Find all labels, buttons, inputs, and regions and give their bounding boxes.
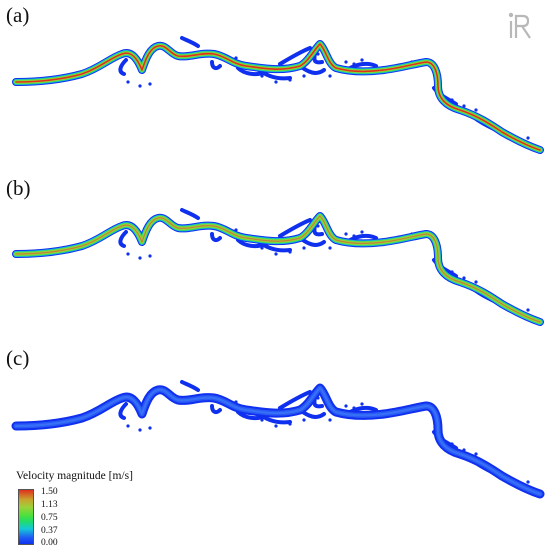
river-panel-a [12,36,544,154]
floodplain-cell [148,426,152,430]
floodplain-cell [344,232,348,236]
floodplain-cell [288,422,292,426]
floodplain-cell [526,480,530,484]
floodplain-cell [344,404,348,408]
floodplain-cell [450,98,454,102]
floodplain-cell [274,252,278,256]
floodplain-cell [450,270,454,274]
legend-tick-4: 0.37 [41,526,58,536]
floodplain-cell [474,452,478,456]
floodplain-cell [260,418,264,422]
panel-b-label: (b) [6,176,31,200]
river-side-channel [278,218,312,238]
floodplain-cell [138,428,142,432]
legend-tick-2: 1.13 [41,500,58,510]
river-side-channel [278,390,312,410]
floodplain-cell [260,74,264,78]
floodplain-cell [474,108,478,112]
floodplain-cell [274,80,278,84]
river-flow-orange [15,215,541,323]
river-side-channel [210,60,222,71]
floodplain-cell [352,406,356,410]
river-side-channel [180,36,200,48]
river-flow-yellowgreen [14,214,542,324]
floodplain-cell [344,60,348,64]
floodplain-cell [526,136,530,140]
velocity-legend: Velocity magnitude [m/s] 1.50 1.13 0.75 … [16,470,176,548]
floodplain-cell [138,256,142,260]
iric-logo-icon [508,12,531,39]
floodplain-cell [352,62,356,66]
floodplain-cell [360,58,364,62]
river-flow-light-blue [15,387,541,495]
river-flow-cyan [13,213,543,325]
floodplain-cell [302,246,306,250]
panel-c-label: (c) [6,346,30,370]
floodplain-cell [126,252,130,256]
river-flow-yellowgreen [14,42,542,152]
legend-tick-3: 0.75 [41,513,58,523]
floodplain-cell [360,402,364,406]
floodplain-cell [138,84,142,88]
floodplain-cell [328,418,332,422]
river-flow-red [15,43,541,151]
floodplain-cell [462,276,466,280]
floodplain-cell [352,234,356,238]
floodplain-cell [126,80,130,84]
floodplain-cell [260,246,264,250]
river-side-channel [180,208,200,220]
floodplain-cell [360,230,364,234]
panel-a-label: (a) [6,3,30,27]
river-side-channel [118,230,128,248]
river-panel-b [12,208,544,326]
river-flow-cyan [13,41,543,153]
river-side-channel [210,232,222,243]
river-side-channel [278,46,312,66]
floodplain-cell [126,424,130,428]
floodplain-cell [462,104,466,108]
floodplain-cell [288,78,292,82]
river-side-channel [118,402,128,420]
floodplain-cell [450,442,454,446]
floodplain-cell [474,280,478,284]
legend-tick-max: 1.50 [41,487,58,497]
legend-title: Velocity magnitude [m/s] [16,470,133,482]
floodplain-cell [288,250,292,254]
river-side-channel [180,380,200,392]
river-flow-green [13,41,543,153]
river-channel-base [12,40,544,154]
legend-color-bar [18,489,34,545]
floodplain-cell [148,254,152,258]
river-flow-green [13,213,543,325]
floodplain-cell [302,418,306,422]
floodplain-cell [526,308,530,312]
river-side-channel [210,404,222,415]
legend-tick-min: 0.00 [41,538,58,548]
river-side-channel [118,58,128,76]
river-channel-base [12,212,544,326]
floodplain-cell [328,246,332,250]
floodplain-cell [148,82,152,86]
floodplain-cell [302,74,306,78]
river-panel-c [11,380,545,499]
floodplain-cell [274,424,278,428]
floodplain-cell [328,74,332,78]
